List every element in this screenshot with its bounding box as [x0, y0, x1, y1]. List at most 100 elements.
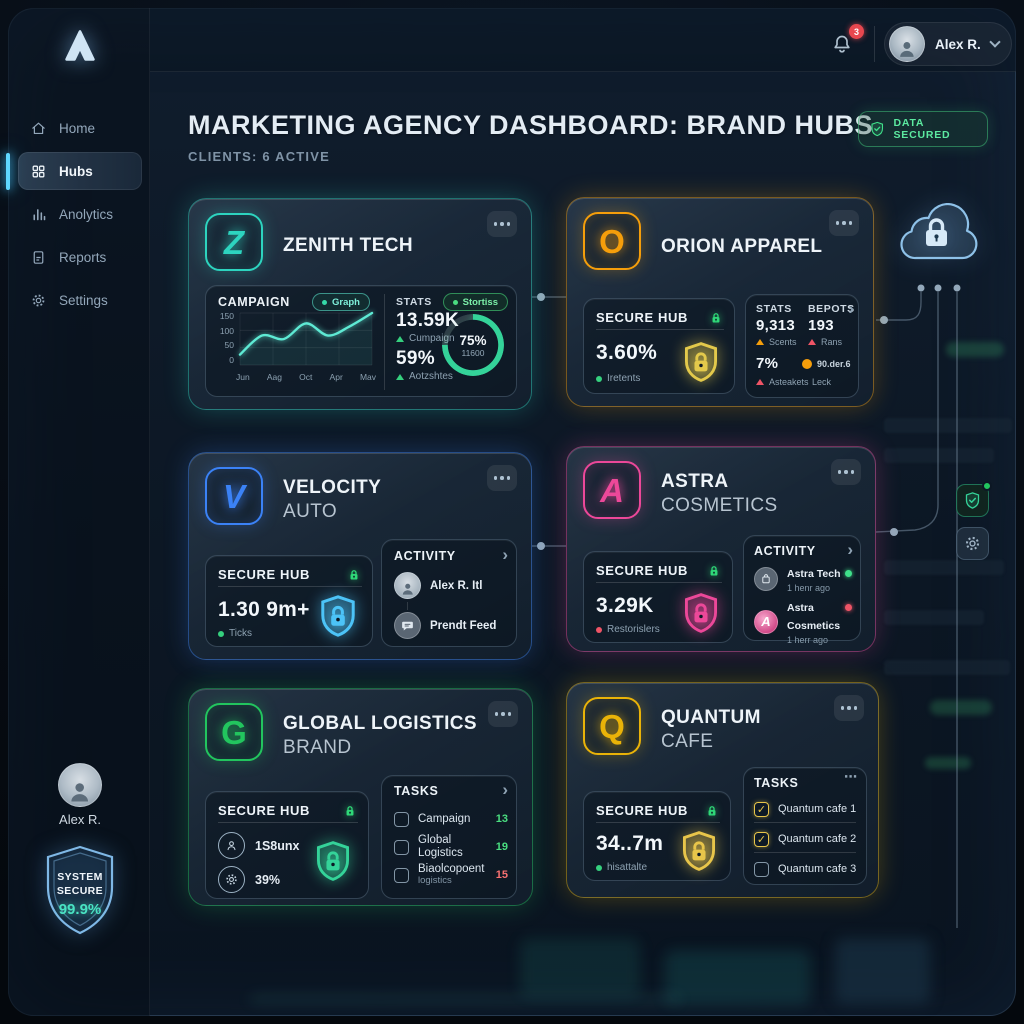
background-row	[884, 560, 1004, 575]
task-checkbox[interactable]	[394, 867, 409, 883]
shield-check-icon	[869, 120, 886, 138]
online-dot	[982, 481, 992, 491]
sidebar-item-settings[interactable]: Settings	[18, 281, 142, 319]
panel-divider	[384, 294, 385, 390]
card-subtitle: COSMETICS	[661, 495, 778, 516]
ellipsis-icon[interactable]: ⋯	[844, 769, 858, 784]
sidebar-item-analytics[interactable]: Anolytics	[18, 195, 142, 233]
task-row[interactable]: Quantum cafe 1	[754, 798, 858, 820]
sidebar-item-home[interactable]: Home	[18, 109, 142, 147]
chart-y-axis: 150 100 50 0	[212, 311, 234, 365]
card-menu-button[interactable]	[834, 695, 864, 721]
person-icon	[399, 580, 417, 598]
task-row[interactable]: Quantum cafe 2	[754, 828, 858, 850]
task-divider	[754, 822, 856, 823]
user-avatar	[889, 26, 925, 62]
progress-ring-text: 75% 11600	[459, 332, 487, 358]
stat-value: 193	[808, 317, 834, 334]
task-checkbox[interactable]	[394, 811, 409, 827]
secure-hub-panel: SECURE HUB 3.29K Restorislers	[583, 551, 733, 643]
card-subtitle: CAFE	[661, 731, 714, 752]
card-menu-button[interactable]	[487, 211, 517, 237]
chevron-right-icon[interactable]: ›	[502, 545, 508, 564]
secure-hub-header: SECURE HUB	[218, 799, 358, 823]
trend-up-icon	[396, 373, 404, 380]
sidebar-item-label: Anolytics	[59, 206, 114, 222]
activity-item[interactable]: Astra Tech 1 henr ago	[754, 564, 841, 593]
hub-value: 34..7m	[596, 832, 664, 855]
stat-caption: Scents	[756, 337, 797, 347]
secure-hub-panel: SECURE HUB 34..7m hisattalte	[583, 791, 731, 881]
brand-card-quantum-cafe[interactable]: Q QUANTUM CAFE SECURE HUB 34..7m hisatta…	[566, 682, 879, 898]
card-menu-button[interactable]	[829, 210, 859, 236]
task-count: 19	[495, 841, 508, 853]
stat-value: 59%	[396, 348, 435, 369]
logo-letter: A	[600, 471, 624, 509]
card-menu-button[interactable]	[487, 465, 517, 491]
sidebar-user-name: Alex R.	[59, 812, 101, 827]
y-tick-label: 150	[219, 311, 234, 321]
cloud-lock-icon	[900, 203, 978, 260]
logo-letter: O	[599, 222, 625, 260]
status-badge[interactable]: Stortiss	[442, 293, 508, 311]
brand-card-velocity-auto[interactable]: V VELOCITY AUTO SECURE HUB 1.30 9m+ Tick…	[188, 452, 532, 660]
shield-label: SYSTEM	[57, 871, 103, 883]
settings-tile-button[interactable]	[956, 527, 989, 560]
activity-connector	[407, 602, 408, 610]
x-tick-label: Mav	[359, 372, 376, 382]
sidebar-user-avatar[interactable]	[58, 763, 102, 807]
task-row[interactable]: Quantum cafe 3	[754, 858, 858, 880]
card-menu-button[interactable]	[488, 701, 518, 727]
activity-item[interactable]: Alex R. Itl	[394, 572, 482, 599]
tasks-label: TASKS	[394, 784, 439, 798]
user-menu[interactable]: Alex R.	[884, 22, 1012, 66]
logo-letter: V	[222, 477, 245, 515]
secure-hub-panel: SECURE HUB 3.60% Iretents	[583, 298, 735, 394]
brand-card-zenith-tech[interactable]: Z ZENITH TECH CAMPAIGN Graph 150 100 50 0 J…	[188, 198, 532, 410]
task-checkbox[interactable]	[754, 831, 769, 847]
status-badge-label: Stortiss	[462, 296, 498, 308]
astra-activity-icon: A	[754, 609, 778, 634]
activity-item[interactable]: Prendt Feed	[394, 612, 496, 639]
hub-caption: Restorislers	[596, 624, 660, 635]
stat-caption: Aotzshtes	[396, 371, 453, 382]
brand-card-astra-cosmetics[interactable]: A ASTRA COSMETICS SECURE HUB 3.29K Resto…	[566, 446, 876, 652]
app-logo-icon[interactable]	[60, 26, 100, 66]
activity-item[interactable]: A Astra Cosmetics 1 herr ago	[754, 598, 860, 645]
hub-caption: hisattalte	[596, 862, 647, 873]
shield-lock-icon	[314, 592, 362, 640]
task-row[interactable]: Global Logistics 19	[394, 834, 508, 859]
sidebar-item-label: Hubs	[59, 163, 93, 179]
sidebar-item-hubs[interactable]: Hubs	[18, 152, 142, 190]
chevron-right-icon[interactable]: ›	[848, 299, 854, 318]
task-row[interactable]: Campaign 13	[394, 808, 508, 830]
tasks-panel: TASKS › Campaign 13 Global Logistics 19 …	[381, 775, 517, 899]
task-row[interactable]: Biaolcopoent logistics 15	[394, 863, 508, 886]
task-divider	[754, 852, 856, 853]
lock-icon	[708, 310, 724, 326]
chevron-right-icon[interactable]: ›	[502, 780, 508, 799]
hub-caption: Ticks	[218, 628, 252, 639]
y-tick-label: 100	[219, 325, 234, 336]
person-icon	[65, 777, 94, 806]
sidebar-item-reports[interactable]: Reports	[18, 238, 142, 276]
hub-value: 3.29K	[596, 594, 654, 617]
gear-icon	[30, 292, 47, 309]
security-shield-button[interactable]	[956, 481, 992, 517]
chevron-right-icon[interactable]: ›	[847, 540, 853, 559]
stats-col-header: STATS	[756, 303, 792, 315]
stats-label: STATS	[396, 296, 432, 308]
graph-badge[interactable]: Graph	[312, 293, 370, 311]
card-title: QUANTUM	[661, 707, 761, 728]
brand-card-orion-apparel[interactable]: O ORION APPAREL SECURE HUB 3.60% Iretent…	[566, 197, 874, 407]
background-glow	[250, 996, 680, 1002]
activity-label: ACTIVITY	[754, 544, 816, 558]
task-checkbox[interactable]	[754, 801, 769, 817]
task-checkbox[interactable]	[394, 839, 409, 855]
task-checkbox[interactable]	[754, 861, 769, 877]
progress-ring	[442, 314, 504, 376]
card-menu-button[interactable]	[831, 459, 861, 485]
trend-up-icon	[808, 339, 816, 345]
brand-card-global-logistics[interactable]: G GLOBAL LOGISTICS BRAND SECURE HUB 1S8u…	[188, 688, 533, 906]
